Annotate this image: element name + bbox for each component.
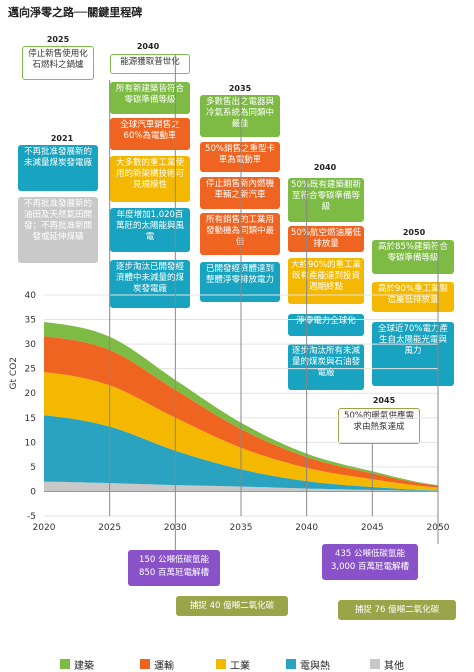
y-tick-label: 0 (30, 487, 36, 497)
x-tick-label: 2035 (230, 523, 253, 533)
milestone-2035-motors: 所有銷售的工業用發動機為同類中最佳 (200, 213, 280, 255)
legend-swatch-power-heat (286, 659, 296, 669)
y-tick-label: 35 (25, 316, 36, 326)
x-tick-label: 2050 (427, 523, 450, 533)
ccs-2030: 捕捉 40 億噸二氧化碳 (176, 596, 288, 616)
milestone-2035-appliances: 多數售出之電器與冷氣系統為同類中最佳 (200, 95, 280, 137)
milestone-2025-boilers: 停止新售使用化石燃料之鍋爐 (22, 46, 94, 80)
milestone-2035-net-zero-power: 已開發經濟體達到整體淨零排放電力 (200, 262, 280, 302)
legend-label-buildings: 建築 (74, 661, 94, 672)
year-label-2040: 2040 (313, 163, 337, 172)
milestone-2030-solar-wind: 年度增加1,020百萬瓩的太陽能與風電 (110, 208, 190, 252)
milestone-2050-buildings: 高於85%建築符合零碳準備等級 (372, 240, 454, 274)
x-tick-label: 2045 (361, 523, 384, 533)
year-label-2030: 2040 (136, 42, 160, 51)
y-tick-label: -5 (27, 512, 36, 522)
legend-label-industry: 工業 (230, 661, 250, 672)
legend-swatch-buildings (60, 659, 70, 669)
y-tick-label: 40 (25, 291, 37, 301)
x-tick-label: 2030 (164, 523, 187, 533)
page-title: 邁向淨零之路──關鍵里程碑 (8, 6, 143, 19)
x-tick-label: 2020 (33, 523, 56, 533)
hydrogen-2050: 435 公噸低碳氫能 3,000 百萬瓩電解槽 (322, 544, 418, 580)
milestone-2045-heat-pumps: 50%的暖氣供應需求由熱泵達成 (338, 408, 420, 444)
year-label-2025: 2025 (46, 35, 70, 44)
milestone-2030-access: 能源獲取普世化 (110, 54, 190, 74)
milestone-2030-industry: 大多數的重工業使用的新架構技術可見規模性 (110, 156, 190, 202)
legend-swatch-transport (140, 659, 150, 669)
year-label-2050: 2050 (402, 228, 426, 237)
legend-label-other: 其他 (384, 661, 404, 672)
y-tick-label: 10 (25, 438, 37, 448)
y-tick-label: 25 (25, 365, 36, 375)
y-tick-label: 15 (25, 414, 36, 424)
milestone-2021-oil-gas: 不再批准發展新的油田及天然氣田開發；不再批准新開發或延伸煤礦 (18, 197, 98, 263)
milestone-2030-buildings: 所有新建築皆符合零碳準備等級 (110, 82, 190, 114)
milestone-2030-ev: 全球汽車銷售之60%為電動車 (110, 118, 190, 150)
x-tick-label: 2040 (295, 523, 318, 533)
milestone-2040-aviation: 50%航空燃油屬低排放量 (288, 226, 364, 252)
year-label-2021: 2021 (50, 134, 74, 143)
milestone-2035-ice-sales: 停止銷售新內燃機車輛之新汽車 (200, 177, 280, 209)
milestone-2040-coal-oil-plants: 逐步淘汰所有未減量的煤炭與石油發電廠 (288, 344, 364, 390)
milestone-2040-retrofits: 50%既有建築翻新至符合零碳準備等級 (288, 178, 364, 222)
legend-swatch-other (370, 659, 380, 669)
x-tick-label: 2025 (98, 523, 121, 533)
year-label-2035: 2035 (228, 84, 252, 93)
y-tick-label: 5 (30, 463, 36, 473)
milestone-2050-solar-wind: 全球近70%電力產生自太陽能光電與風力 (372, 322, 454, 386)
milestone-2040-global-net-zero: 淨零電力全球化 (288, 314, 364, 336)
y-tick-label: 20 (25, 389, 37, 399)
milestone-2021-coal: 不再批准發展新的未減量煤炭發電廠 (18, 145, 98, 191)
y-tick-label: 30 (25, 340, 37, 350)
area-other (44, 481, 438, 492)
milestone-2050-industry: 高於90%重工業製造屬低排放量 (372, 282, 454, 312)
legend-swatch-industry (216, 659, 226, 669)
milestone-2035-trucks: 50%銷售之重型卡車為電動車 (200, 142, 280, 172)
ccs-2050: 捕捉 76 億噸二氧化碳 (338, 600, 456, 620)
milestone-2030-coal-phaseout: 逐步淘汰已開發經濟體中未減量的煤炭發電廠 (110, 260, 190, 308)
year-label-2045: 2045 (372, 396, 396, 405)
y-axis-label: Gt CO2 (9, 357, 19, 389)
legend-label-transport: 運輸 (154, 661, 174, 672)
milestone-2040-heavy-industry: 大約90%的重工業既有產能達到投資週期終點 (288, 258, 364, 304)
legend-label-power-heat: 電與熱 (300, 661, 330, 672)
hydrogen-2030: 150 公噸低碳氫能 850 百萬瓩電解槽 (128, 550, 220, 586)
